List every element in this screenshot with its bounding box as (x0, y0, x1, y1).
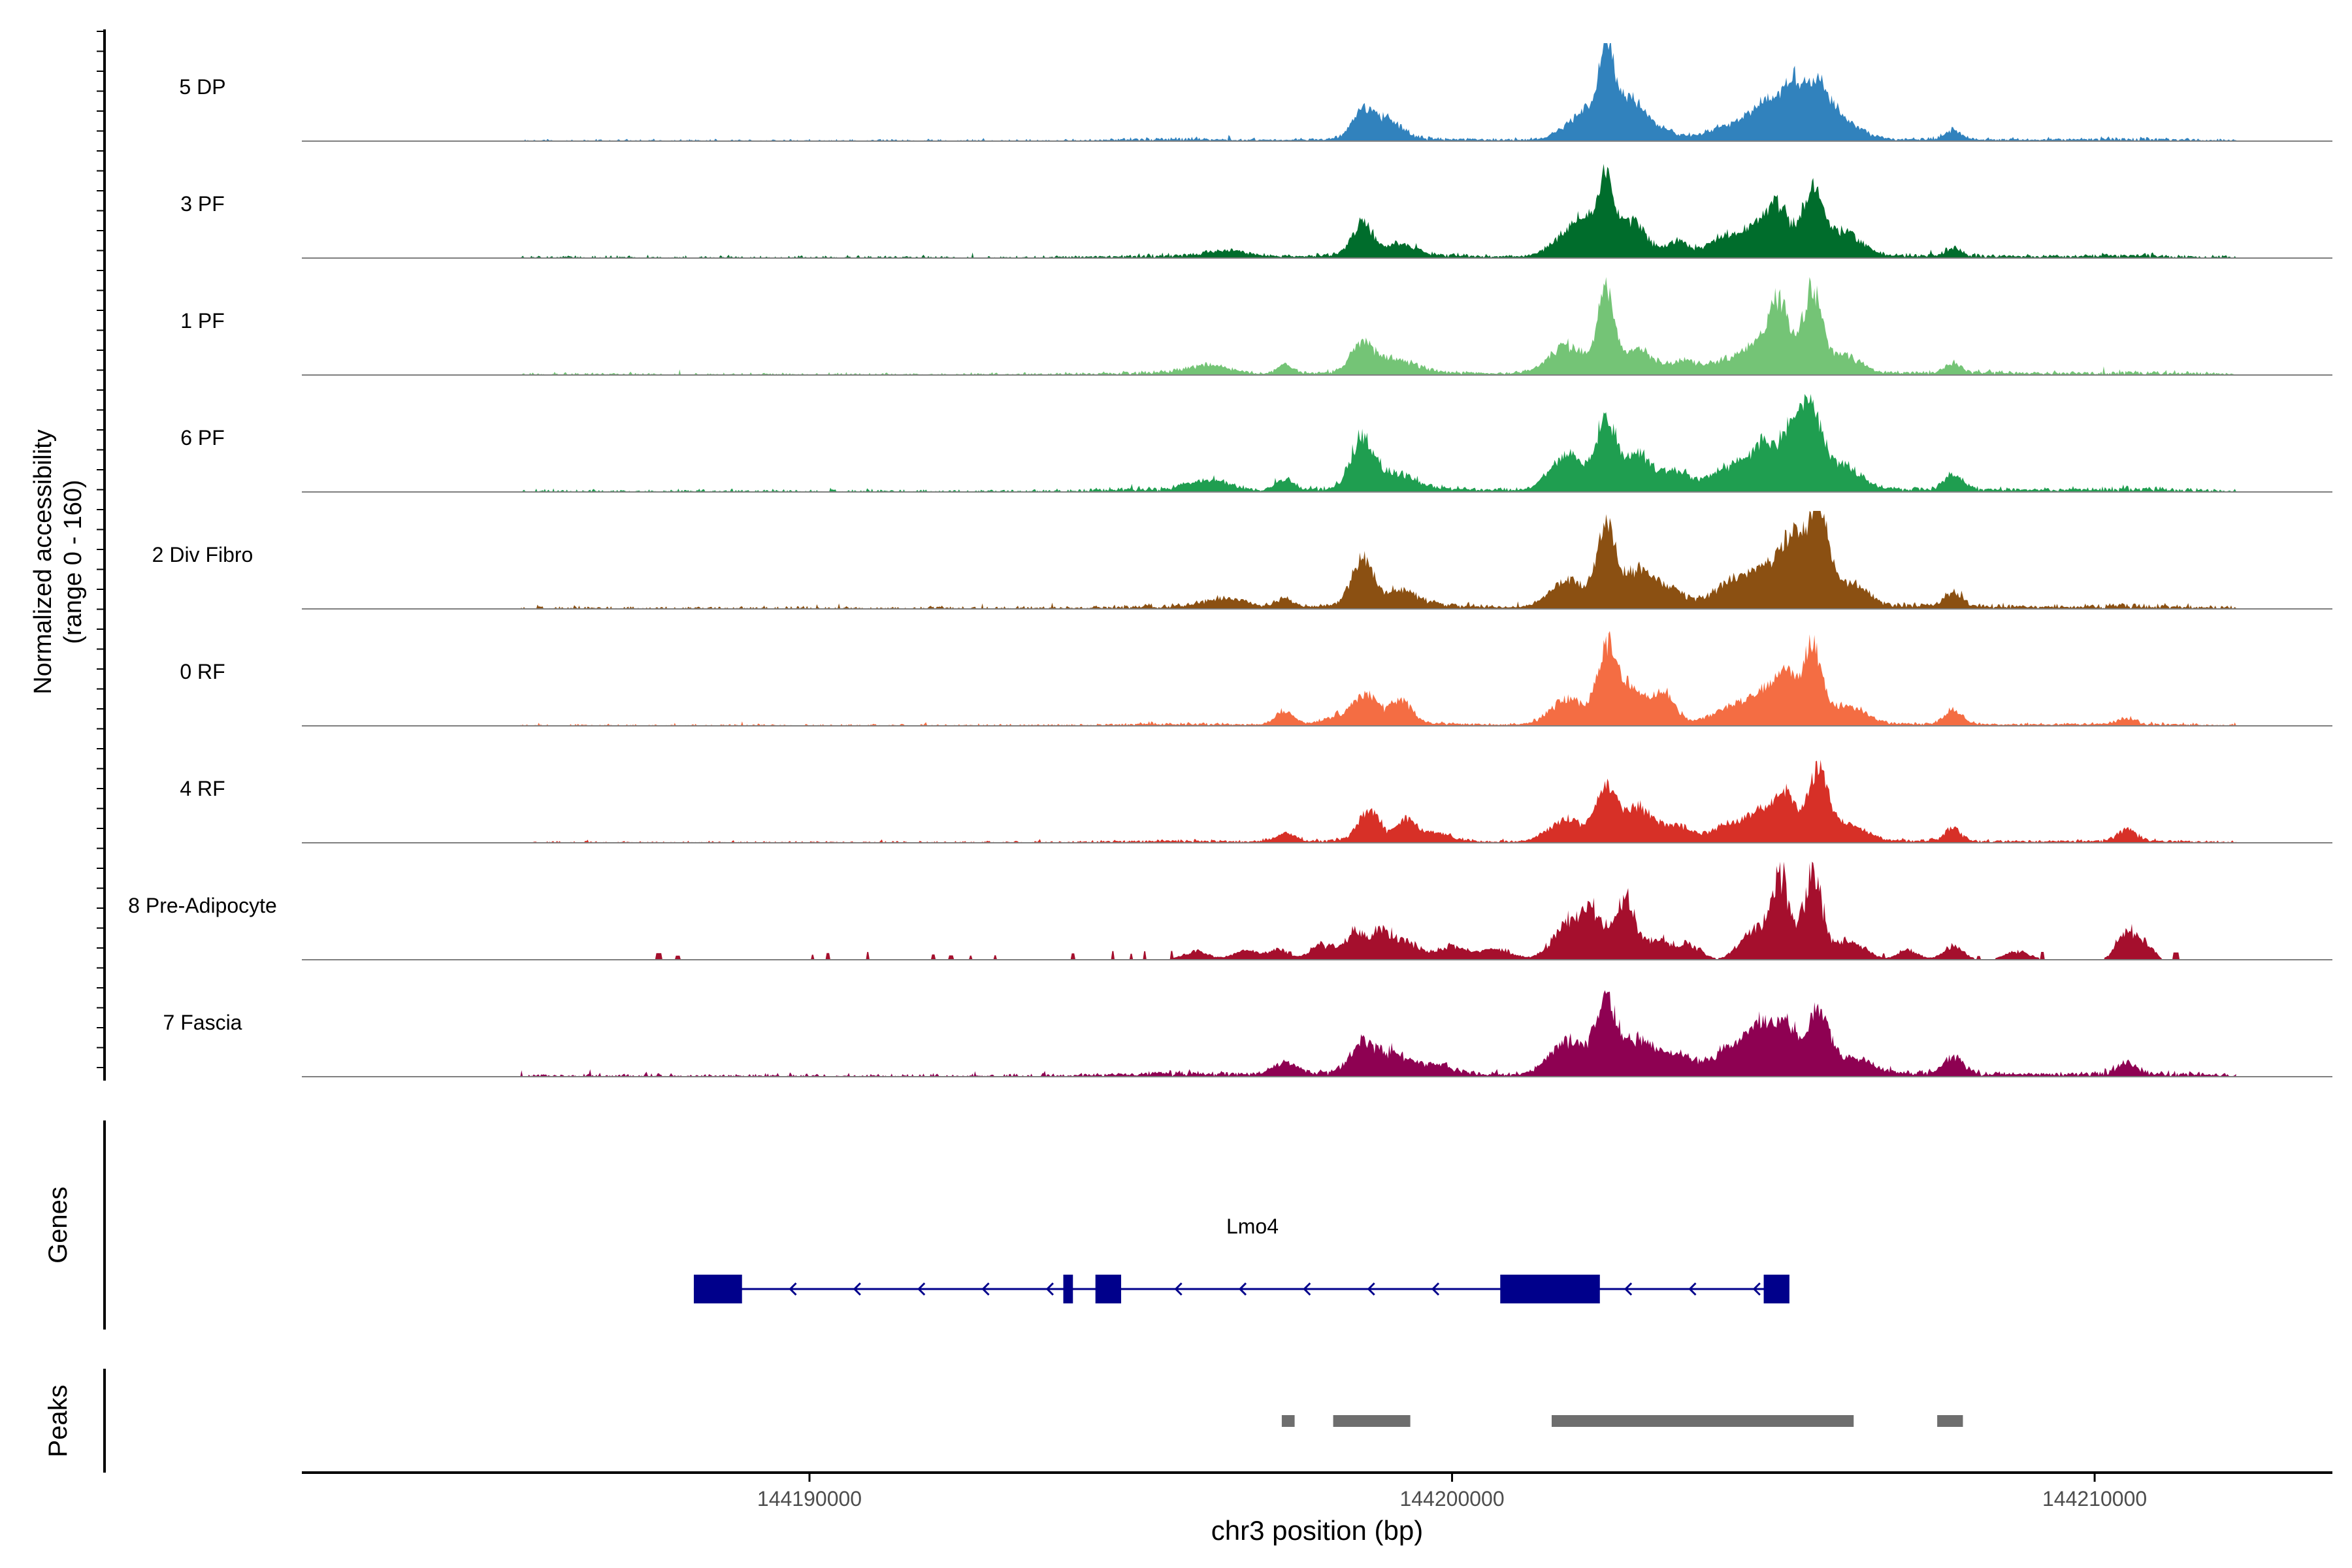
strand-arrow (789, 1282, 797, 1296)
strand-arrow (1752, 1282, 1761, 1296)
x-tick-label: 144200000 (1399, 1487, 1504, 1511)
track-1-pf: 1 PF (180, 277, 2332, 376)
track-8-pre-adipocyte: 8 Pre-Adipocyte (128, 862, 2332, 960)
coverage-area (520, 511, 2236, 609)
coverage-area (520, 394, 2236, 492)
coverage-area (520, 43, 2236, 141)
peak-region (1333, 1415, 1411, 1427)
track-0-rf: 0 RF (180, 630, 2332, 727)
track-2-div-fibro: 2 Div Fibro (152, 511, 2332, 610)
peak-region (1551, 1415, 1854, 1427)
x-axis-title: chr3 position (bp) (1211, 1515, 1424, 1546)
coverage-area (520, 990, 2236, 1077)
coverage-area (520, 163, 2236, 258)
coverage-area (520, 630, 2236, 726)
strand-arrow (1303, 1282, 1311, 1296)
coverage-area (520, 277, 2236, 375)
peak-region (1281, 1415, 1295, 1427)
coverage-y-axis: Normalized accessibility (range 0 - 160) (29, 29, 106, 1081)
gene-exon (1063, 1275, 1073, 1303)
gene-exon (1095, 1275, 1122, 1303)
track-label: 3 PF (180, 192, 225, 216)
gene-exon (1763, 1275, 1789, 1303)
strand-arrow (1688, 1282, 1697, 1296)
x-ticks: 144190000 144200000 144210000 (757, 1473, 2147, 1511)
coverage-area (520, 759, 2236, 843)
strand-arrow (1431, 1282, 1440, 1296)
strand-arrow (1238, 1282, 1247, 1296)
gene-exon (1500, 1275, 1600, 1303)
track-label: 1 PF (180, 309, 225, 333)
track-label: 5 DP (179, 75, 225, 99)
y-axis-label-line-2: (range 0 - 160) (59, 480, 87, 644)
coverage-area (520, 862, 2236, 960)
track-4-rf: 4 RF (180, 759, 2332, 843)
x-tick-label: 144190000 (757, 1487, 862, 1511)
strand-arrow (853, 1282, 861, 1296)
track-3-pf: 3 PF (180, 163, 2332, 259)
coverage-y-ticks (97, 31, 105, 1068)
strand-arrow (917, 1282, 926, 1296)
track-label: 0 RF (180, 660, 225, 683)
track-label: 2 Div Fibro (152, 543, 253, 566)
track-5-dp: 5 DP (179, 43, 2332, 142)
x-tick-label: 144210000 (2042, 1487, 2147, 1511)
strand-arrow (1045, 1282, 1054, 1296)
gene-name-lmo4: Lmo4 (1226, 1215, 1279, 1238)
x-axis: 144190000 144200000 144210000 chr3 positio… (302, 1471, 2332, 1546)
track-7-fascia: 7 Fascia (163, 990, 2332, 1077)
track-label: 7 Fascia (163, 1011, 242, 1034)
gene-model-lmo4 (693, 1275, 1789, 1303)
track-label: 6 PF (180, 426, 225, 449)
track-6-pf: 6 PF (180, 394, 2332, 493)
strand-arrow (1174, 1282, 1183, 1296)
peaks-panel-label: Peaks (44, 1384, 73, 1457)
track-label: 4 RF (180, 777, 225, 800)
peak-region (1937, 1415, 1963, 1427)
track-label: 8 Pre-Adipocyte (128, 894, 277, 917)
peak-regions (1281, 1415, 1963, 1427)
gene-exon (693, 1275, 742, 1303)
peaks-panel: Peaks (44, 1369, 1963, 1473)
strand-arrow (1624, 1282, 1633, 1296)
genes-panel: Genes Lmo4 (44, 1120, 1789, 1330)
y-axis-label-line-1: Normalized accessibility (29, 429, 57, 694)
genes-panel-label: Genes (44, 1186, 73, 1264)
coverage-tracks: 5 DP 3 PF 1 PF 6 PF 2 Div Fibro 0 RF 4 RF 8 Pre… (128, 43, 2332, 1077)
strand-arrow (981, 1282, 990, 1296)
strand-arrow (1367, 1282, 1375, 1296)
